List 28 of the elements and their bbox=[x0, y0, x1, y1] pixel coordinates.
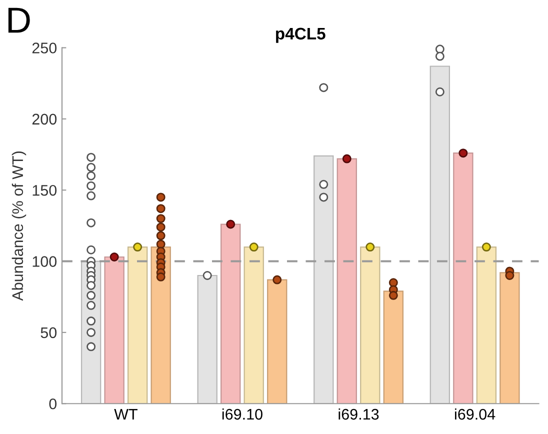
bar bbox=[104, 256, 124, 404]
x-tick-label: i69.13 bbox=[338, 408, 379, 420]
bar bbox=[383, 290, 404, 404]
bar bbox=[220, 224, 241, 404]
bar bbox=[336, 158, 357, 404]
y-axis-title: Abundance (% of WT) bbox=[12, 151, 26, 301]
bar bbox=[500, 272, 520, 404]
text: D bbox=[8, 8, 30, 33]
y-tick-label: 200 bbox=[32, 114, 57, 125]
bar bbox=[453, 152, 474, 404]
chart-title: p4CL5 bbox=[276, 28, 326, 43]
bar bbox=[430, 66, 450, 404]
bar bbox=[127, 246, 148, 404]
bar bbox=[150, 246, 171, 404]
bar bbox=[244, 246, 264, 404]
y-tick-label: 150 bbox=[32, 184, 57, 196]
x-tick-label: i69.10 bbox=[222, 408, 262, 420]
x-tick-label: i69.04 bbox=[455, 408, 496, 420]
bar bbox=[476, 246, 497, 404]
y-tick-label: 100 bbox=[32, 256, 57, 267]
bar bbox=[314, 155, 334, 404]
y-tick-label: 250 bbox=[32, 42, 57, 54]
bar bbox=[267, 279, 288, 404]
y-tick-label: 50 bbox=[40, 327, 57, 338]
x-tick-label: WT bbox=[114, 409, 138, 420]
y-tick-label: 0 bbox=[49, 398, 57, 410]
bar bbox=[360, 246, 380, 404]
bar bbox=[197, 274, 218, 404]
